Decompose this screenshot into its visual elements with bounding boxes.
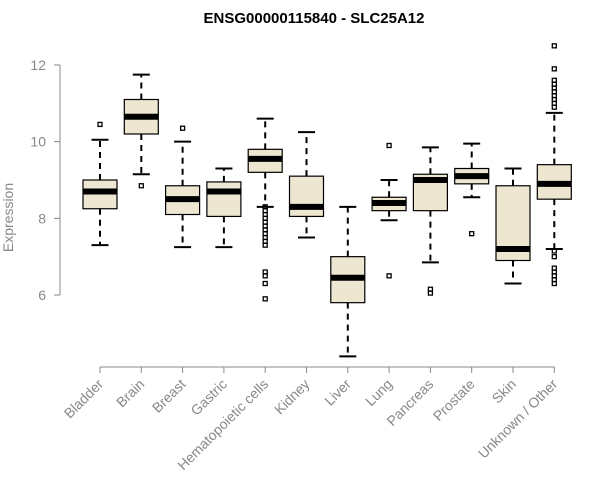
box-breast [165, 125, 201, 249]
box-unknown-other [536, 43, 572, 287]
outlier-point [427, 290, 434, 296]
box-prostate [454, 142, 490, 237]
iqr-box [288, 175, 325, 218]
outlier-point [551, 248, 557, 254]
iqr-box [206, 181, 242, 218]
box-liver [330, 205, 366, 358]
y-tick-label: 6 [38, 287, 46, 303]
box-gastric [206, 167, 242, 249]
box-brain [123, 73, 159, 189]
outlier-point [551, 66, 557, 72]
outlier-point [551, 280, 557, 287]
outlier-point [262, 280, 268, 287]
outlier-point [97, 121, 103, 128]
outlier-point [262, 296, 268, 302]
x-tick-label: Kidney [271, 376, 313, 418]
outlier-point [262, 273, 268, 279]
outlier-point [138, 183, 144, 189]
outlier-point [551, 254, 557, 260]
outlier-point [386, 142, 392, 149]
outlier-point [386, 273, 392, 279]
box-skin [495, 167, 531, 285]
x-tick-label: Breast [149, 376, 189, 416]
y-axis-label: Expression [0, 183, 16, 252]
y-tick-label: 8 [38, 210, 46, 226]
box-lung [371, 142, 407, 279]
x-tick-label: Bladder [61, 376, 107, 422]
outlier-point [551, 104, 557, 110]
x-tick-label: Skin [489, 376, 520, 407]
x-tick-label: Lung [362, 376, 395, 409]
x-tick-label: Brain [113, 376, 147, 410]
box-bladder [82, 121, 118, 247]
box-series [82, 43, 572, 358]
box-hematopoietic-cells [247, 117, 283, 302]
y-tick-label: 12 [30, 57, 46, 73]
x-tick-label: Prostate [430, 376, 478, 424]
y-axis: 6 8 10 12 [30, 57, 61, 303]
outlier-point [262, 242, 268, 248]
outlier-point [551, 43, 557, 49]
chart-title: ENSG00000115840 - SLC25A12 [204, 10, 425, 27]
box-pancreas [412, 146, 448, 296]
outlier-point [179, 125, 186, 131]
x-tick-label: Liver [321, 376, 354, 409]
y-tick-label: 10 [30, 134, 46, 150]
outlier-point [469, 231, 475, 237]
box-kidney [288, 131, 325, 239]
